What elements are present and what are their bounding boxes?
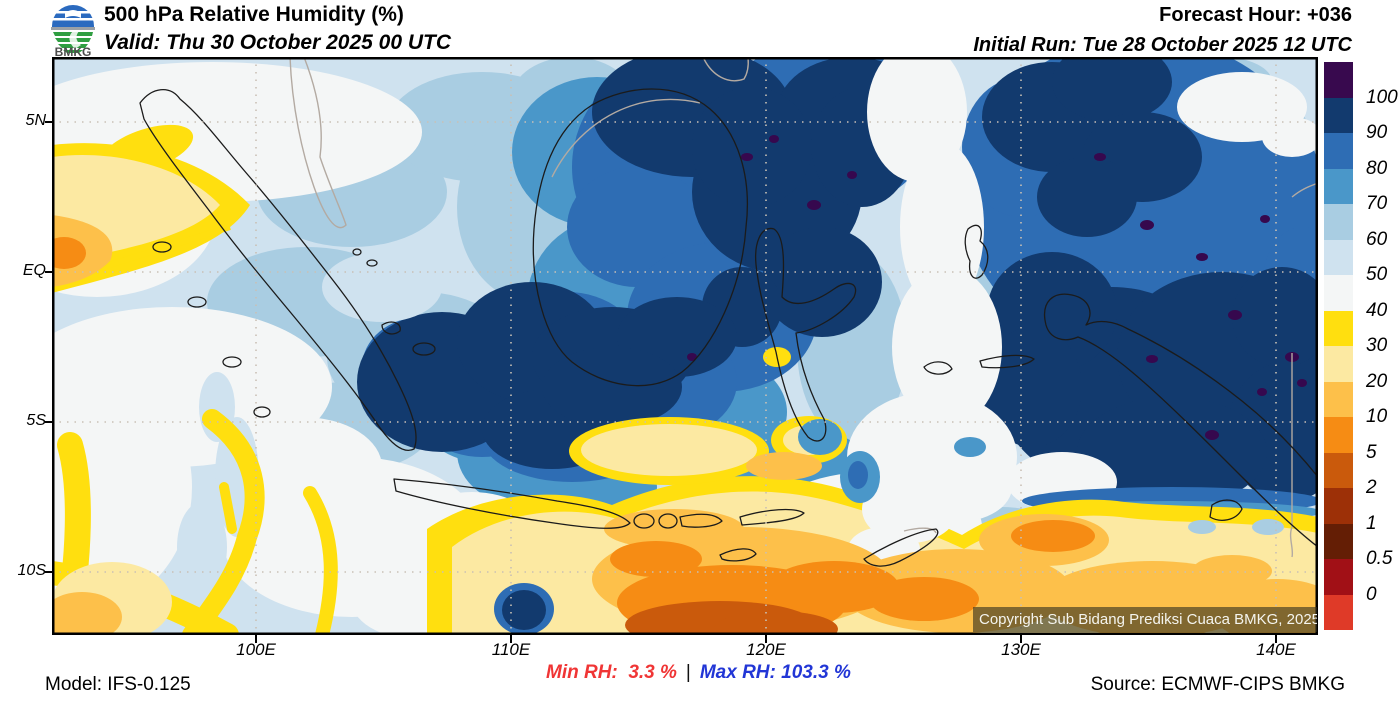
colorbar-swatch: [1324, 381, 1353, 417]
lat-tick: [45, 571, 53, 573]
lat-label: EQ: [22, 262, 46, 279]
minmax-row: Min RH: 3.3 % | Max RH: 103.3 %: [546, 662, 851, 684]
lat-tick: [45, 421, 53, 423]
lon-label: 120E: [746, 640, 786, 659]
colorbar-swatch: [1324, 417, 1353, 453]
bmkg-logo-icon: BMKG: [49, 5, 97, 57]
lon-tick: [1020, 635, 1022, 643]
colorbar-swatch: [1324, 97, 1353, 133]
max-rh-text: Max RH: 103.3 %: [699, 662, 851, 683]
lon-tick: [765, 635, 767, 643]
colorbar-swatch: [1324, 275, 1353, 311]
min-rh-text: Min RH: 3.3 %: [546, 662, 677, 683]
gridlines: [52, 57, 1318, 635]
colorbar-tick-label: 60: [1366, 228, 1388, 250]
colorbar-tick-label: 2: [1366, 477, 1377, 498]
valid-time: Valid: Thu 30 October 2025 00 UTC: [104, 31, 451, 54]
colorbar-tick-label: 40: [1366, 299, 1388, 321]
colorbar-tick-label: 10: [1366, 406, 1388, 427]
colorbar-tick-label: 100: [1366, 86, 1398, 108]
colorbar-tick-label: 20: [1366, 370, 1388, 392]
field-90-100-layer: [357, 42, 1347, 507]
colorbar-swatch: [1324, 168, 1353, 204]
colorbar-labels: 100 90 80 70 60 50 40 30 20 10 5 2 1 0.5 0: [1366, 62, 1400, 630]
lat-label: 5S: [26, 412, 46, 429]
map-frame: [52, 57, 1318, 635]
page-title: 500 hPa Relative Humidity (%): [104, 3, 404, 26]
forecast-hour: Forecast Hour: +036: [1159, 4, 1352, 26]
lon-tick: [1275, 635, 1277, 643]
colorbar-swatch: [1324, 488, 1353, 524]
colorbar-tick-label: 0.5: [1366, 548, 1393, 569]
colorbar-tick-label: 50: [1366, 264, 1388, 285]
colorbar-swatch: [1324, 310, 1353, 346]
header-right: Forecast Hour: +036 Initial Run: Tue 28 …: [973, 4, 1352, 57]
lon-label: 110E: [491, 640, 531, 659]
field-over-100-layer: [687, 113, 1307, 440]
lat-label: 10S: [17, 562, 46, 579]
colorbar-swatch: [1324, 523, 1353, 559]
lon-tick: [510, 635, 512, 643]
colorbar-tick-label: 0: [1366, 583, 1377, 605]
lon-tick: [255, 635, 257, 643]
colorbar-tick-label: 5: [1366, 441, 1377, 463]
coastlines-indonesia: [139, 88, 1319, 567]
colorbar-tick-label: 70: [1366, 193, 1388, 214]
colorbar-swatch: [1324, 204, 1353, 240]
rh-field-map: [0, 37, 1347, 649]
copyright-overlay: Copyright Sub Bidang Prediksi Cuaca BMKG…: [973, 607, 1317, 632]
lat-tick: [45, 121, 53, 123]
colorbar-tick-label: 90: [1366, 122, 1388, 143]
colorbar-swatch: [1324, 559, 1353, 595]
lon-label: 130E: [1001, 640, 1041, 659]
bmkg-logo-text: BMKG: [55, 45, 92, 57]
minmax-separator: |: [685, 662, 691, 683]
colorbar-tick-label: 80: [1366, 157, 1388, 179]
colorbar-swatch: [1324, 452, 1353, 488]
source-label: Source: ECMWF-CIPS BMKG: [1090, 674, 1345, 695]
rh-field-svg: [0, 37, 1347, 649]
colorbar-tick-label: 30: [1366, 335, 1388, 356]
model-label: Model: IFS-0.125: [45, 674, 191, 695]
initial-run: Initial Run: Tue 28 October 2025 12 UTC: [973, 34, 1352, 56]
lat-label: 5N: [25, 112, 46, 129]
lon-label: 140E: [1256, 640, 1296, 659]
lon-label: 100E: [236, 640, 276, 659]
colorbar-swatch: [1324, 133, 1353, 169]
colorbar-swatches: [1324, 62, 1353, 630]
coastlines-foreign: [289, 56, 1319, 558]
lat-tick: [45, 271, 53, 273]
colorbar-tick-label: 1: [1366, 512, 1377, 534]
colorbar-swatch: [1324, 594, 1353, 630]
colorbar-swatch: [1324, 239, 1353, 275]
colorbar-swatch: [1324, 62, 1353, 98]
colorbar-swatch: [1324, 346, 1353, 382]
